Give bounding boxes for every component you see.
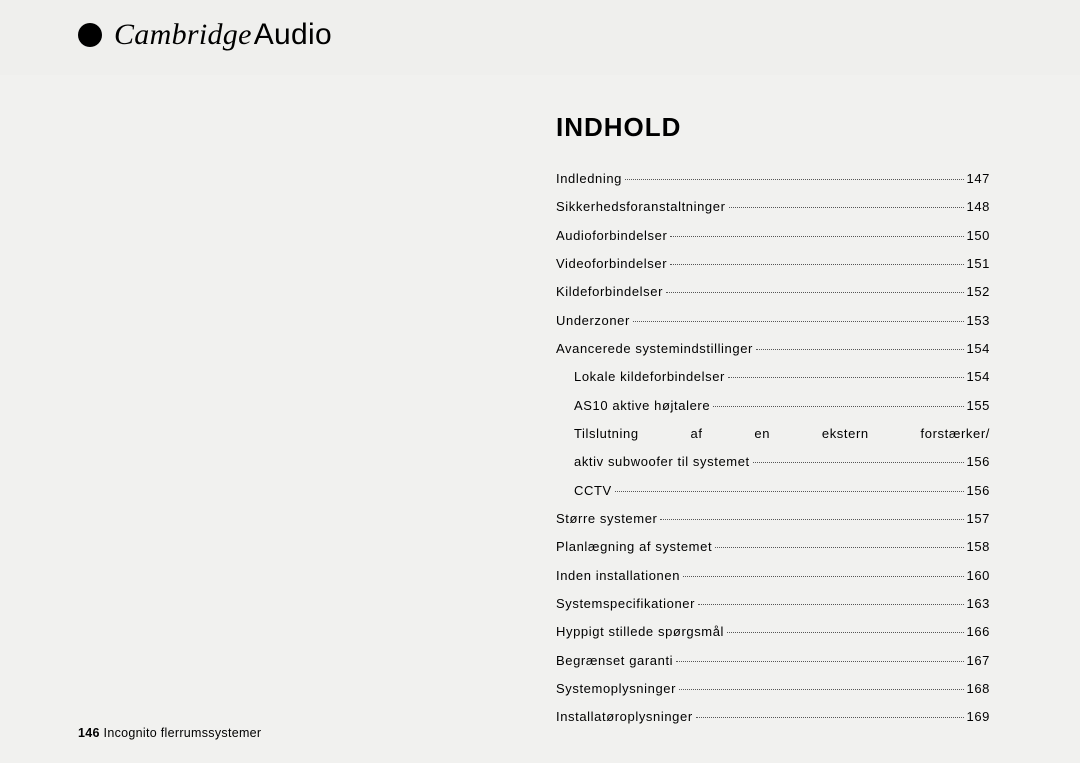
toc-entry-label: Audioforbindelser [556,222,667,250]
toc-leader-dots [715,547,963,548]
toc-row: Kildeforbindelser 152 [556,278,990,306]
toc-entry-page: 166 [967,618,991,646]
toc-row: Underzoner 153 [556,307,990,335]
toc-row: Inden installationen 160 [556,562,990,590]
toc-container: INDHOLD Indledning147Sikkerhedsforanstal… [556,112,990,732]
toc-entry-page: 167 [967,647,991,675]
toc-entry-page: 169 [967,703,991,731]
toc-row: AS10 aktive højtalere 155 [556,392,990,420]
toc-entry-label: Underzoner [556,307,630,335]
toc-leader-dots [729,207,964,208]
toc-leader-dots [660,519,963,520]
toc-leader-dots [679,689,963,690]
toc-entry-label: aktiv subwoofer til systemet [574,448,750,476]
toc-entry-label: Avancerede systemindstillinger [556,335,753,363]
toc-entry-label: Begrænset garanti [556,647,673,675]
toc-title: INDHOLD [556,112,990,143]
toc-leader-dots [633,321,964,322]
toc-leader-dots [728,377,964,378]
toc-entry-label: AS10 aktive højtalere [574,392,710,420]
toc-row: CCTV 156 [556,477,990,505]
toc-entry-label: Kildeforbindelser [556,278,663,306]
toc-row: Systemoplysninger 168 [556,675,990,703]
toc-entry-label: Hyppigt stillede spørgsmål [556,618,724,646]
toc-entry-label: Indledning [556,165,622,193]
toc-row: Videoforbindelser 151 [556,250,990,278]
toc-leader-dots [625,179,964,180]
toc-row: Begrænset garanti 167 [556,647,990,675]
toc-leader-dots [698,604,963,605]
toc-row: Avancerede systemindstillinger 154 [556,335,990,363]
toc-leader-dots [713,406,963,407]
toc-entry-label: Systemoplysninger [556,675,676,703]
toc-entry-label: Videoforbindelser [556,250,667,278]
toc-entry-page: 156 [967,448,991,476]
toc-entry-page: 163 [967,590,991,618]
footer-page-number: 146 [78,726,100,740]
toc-leader-dots [727,632,963,633]
toc-row: Sikkerhedsforanstaltninger 148 [556,193,990,221]
footer-product-name: Incognito flerrumssystemer [104,726,262,740]
toc-entry-label: Sikkerhedsforanstaltninger [556,193,726,221]
toc-entry-page: 148 [967,193,991,221]
toc-leader-dots [615,491,964,492]
toc-row: Lokale kildeforbindelser 154 [556,363,990,391]
toc-row: Systemspecifikationer 163 [556,590,990,618]
toc-leader-dots [696,717,964,718]
toc-leader-dots [676,661,963,662]
toc-entry-page: 158 [967,533,991,561]
toc-entry-label: CCTV [574,477,612,505]
toc-entry-label: Lokale kildeforbindelser [574,363,725,391]
toc-entry-page: 152 [967,278,991,306]
toc-row: Audioforbindelser 150 [556,222,990,250]
toc-entry-label: Systemspecifikationer [556,590,695,618]
toc-row: Større systemer 157 [556,505,990,533]
logo-text: Cambridge Audio [114,18,332,52]
toc-entry-page: 154 [967,363,991,391]
toc-row: Tilslutning af en ekstern forstærker/ [556,420,990,448]
toc-entry-label: Større systemer [556,505,657,533]
toc-row: aktiv subwoofer til systemet 156 [556,448,990,476]
logo-dot-icon [78,23,102,47]
toc-entry-page: 156 [967,477,991,505]
toc-entry-page: 151 [967,250,991,278]
toc-row: Planlægning af systemet 158 [556,533,990,561]
toc-entry-page: 160 [967,562,991,590]
toc-row: Installatøroplysninger 169 [556,703,990,731]
brand-logo: Cambridge Audio [78,18,332,52]
toc-entry-page: 147 [967,165,991,193]
logo-word-1: Cambridge [114,18,252,52]
toc-list: Indledning 147 Sikkerhedsforanstaltninger 1… [556,165,990,732]
page-footer: 146 Incognito flerrumssystemer [78,726,261,740]
toc-row: Hyppigt stillede spørgsmål 166 [556,618,990,646]
toc-leader-dots [670,264,963,265]
toc-row: Indledning 147 [556,165,990,193]
toc-entry-page: 168 [967,675,991,703]
toc-leader-dots [753,462,964,463]
toc-leader-dots [683,576,963,577]
toc-entry-label: Inden installationen [556,562,680,590]
toc-leader-dots [666,292,963,293]
toc-entry-page: 155 [967,392,991,420]
toc-entry-page: 157 [967,505,991,533]
toc-entry-label: Planlægning af systemet [556,533,712,561]
toc-entry-page: 150 [967,222,991,250]
toc-leader-dots [670,236,963,237]
logo-word-2: Audio [254,18,332,52]
toc-entry-page: 153 [967,307,991,335]
toc-entry-page: 154 [967,335,991,363]
toc-entry-label: Installatøroplysninger [556,703,693,731]
toc-leader-dots [756,349,964,350]
